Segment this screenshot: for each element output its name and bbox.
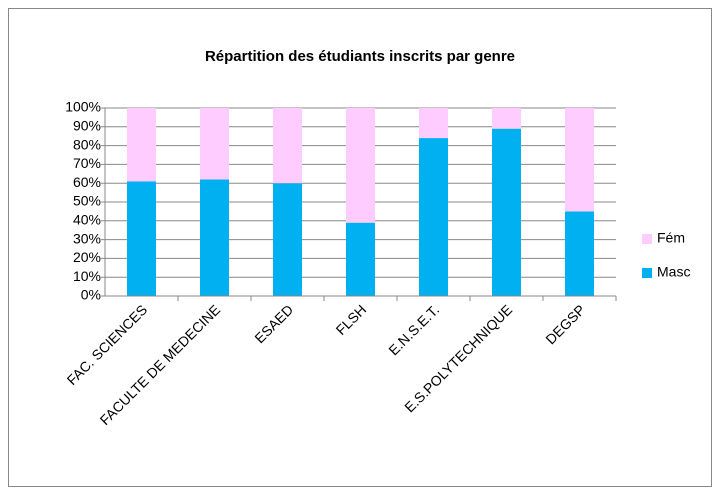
bar-segment xyxy=(127,108,156,182)
y-tick-label: 90% xyxy=(73,118,101,134)
y-tick-label: 50% xyxy=(73,193,101,209)
bar-segment xyxy=(565,108,594,212)
bar-segment xyxy=(492,128,521,296)
chart-title: Répartition des étudiants inscrits par g… xyxy=(205,48,515,65)
bar-segment xyxy=(200,108,229,180)
y-tick-label: 10% xyxy=(73,268,101,284)
y-tick-label: 30% xyxy=(73,230,101,246)
y-tick-label: 70% xyxy=(73,155,101,171)
bar-segment xyxy=(273,108,302,184)
bar-segment xyxy=(273,183,302,296)
bar-segment xyxy=(492,108,521,129)
legend-swatch xyxy=(642,234,652,244)
legend-swatch xyxy=(642,268,652,278)
y-tick-label: 60% xyxy=(73,174,101,190)
bar-segment xyxy=(565,211,594,296)
bar-segment xyxy=(200,179,229,296)
y-tick-label: 80% xyxy=(73,136,101,152)
y-tick-label: 0% xyxy=(81,287,101,303)
bar-segment xyxy=(346,108,375,223)
bar-segment xyxy=(346,222,375,296)
y-tick-label: 20% xyxy=(73,249,101,265)
bar-segment xyxy=(419,108,448,139)
bar-segment xyxy=(419,138,448,296)
legend-label: Masc xyxy=(657,264,690,280)
legend-label: Fém xyxy=(657,230,685,246)
y-tick-label: 40% xyxy=(73,212,101,228)
y-tick-label: 100% xyxy=(65,99,101,115)
bar-segment xyxy=(127,181,156,296)
